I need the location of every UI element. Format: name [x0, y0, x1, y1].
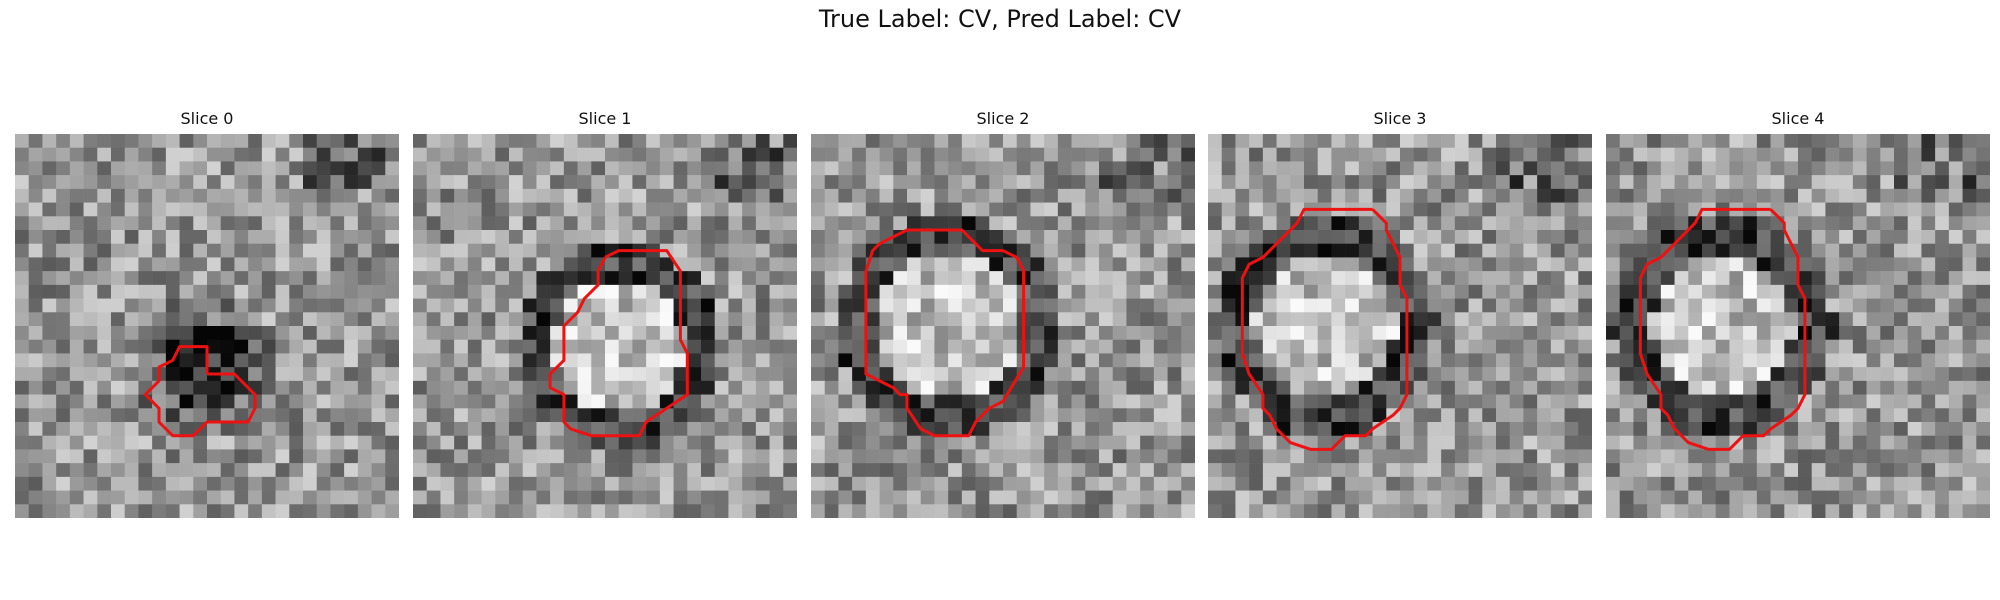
panel-title-slice-3: Slice 3 — [1373, 109, 1427, 128]
figure-title: True Label: CV, Pred Label: CV — [818, 5, 1182, 33]
slice-2-image — [811, 134, 1195, 518]
slice-1-contour — [548, 249, 689, 438]
slice-4-svg — [1606, 134, 1990, 518]
slice-2-svg — [811, 134, 1195, 518]
slice-0-contour — [143, 345, 257, 438]
slice-0-svg — [15, 134, 399, 518]
panel-title-slice-1: Slice 1 — [578, 109, 632, 128]
panel-title-slice-0: Slice 0 — [180, 109, 234, 128]
panel-title-slice-2: Slice 2 — [976, 109, 1030, 128]
slice-3-svg — [1208, 134, 1592, 518]
slice-0-image — [15, 134, 399, 518]
slice-1-svg — [413, 134, 797, 518]
slice-2-contour — [864, 228, 1026, 438]
slice-4-image — [1606, 134, 1990, 518]
slice-4-contour — [1638, 207, 1807, 451]
slice-1-image — [413, 134, 797, 518]
panel-title-slice-4: Slice 4 — [1771, 109, 1825, 128]
slice-3-image — [1208, 134, 1592, 518]
slice-3-contour — [1240, 207, 1409, 451]
